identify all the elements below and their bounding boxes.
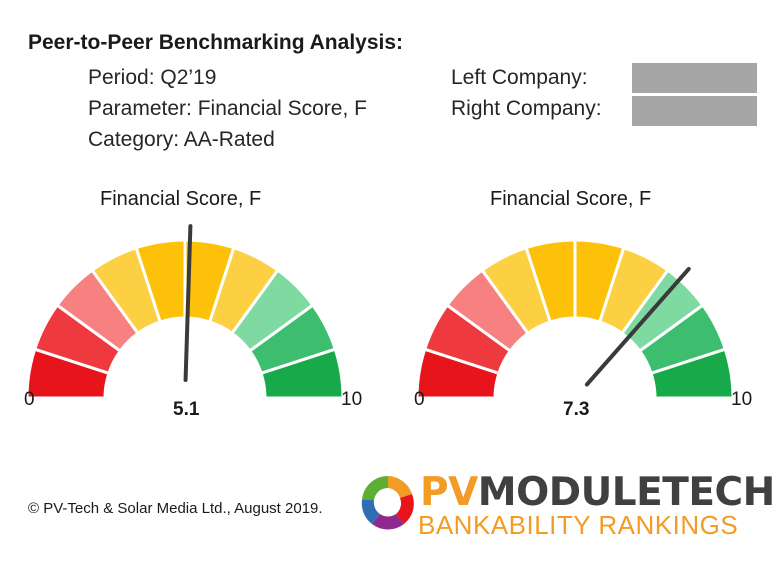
period-label: Period: Q2’19 — [88, 66, 217, 89]
gauge-left-min-label: 0 — [24, 389, 35, 410]
gauge-left — [25, 224, 345, 400]
parameter-label: Parameter: Financial Score, F — [88, 97, 367, 120]
right-company-box — [632, 96, 757, 126]
logo-tagline: BANKABILITY RANKINGS — [418, 510, 739, 540]
left-company-box — [632, 63, 757, 93]
left-company-label: Left Company: — [451, 66, 588, 89]
page-title: Peer-to-Peer Benchmarking Analysis: — [28, 31, 404, 54]
gauge-right-min-label: 0 — [414, 389, 425, 410]
gauge-right-max-label: 10 — [731, 389, 753, 410]
logo-moduletech: MODULETECH — [477, 470, 776, 515]
gauge-right-value-label: 7.3 — [563, 399, 590, 420]
pv-moduletech-logo: PVMODULETECH BANKABILITY RANKINGS — [360, 470, 775, 540]
gauge-left-max-label: 10 — [341, 389, 363, 410]
logo-wordmark: PVMODULETECH — [420, 470, 775, 515]
category-label: Category: AA-Rated — [88, 128, 275, 151]
gauge-right — [415, 238, 735, 400]
gauge-right-title: Financial Score, F — [490, 188, 652, 210]
gauge-needle — [183, 224, 193, 383]
gauge-segment — [649, 347, 735, 400]
gauge-segment — [259, 347, 345, 400]
gauge-left-title: Financial Score, F — [100, 188, 262, 210]
right-company-label: Right Company: — [451, 97, 602, 120]
gauge-needle — [584, 266, 691, 387]
logo-pv: PV — [420, 470, 478, 515]
logo-ring-icon — [361, 475, 414, 530]
copyright-text: © PV-Tech & Solar Media Ltd., August 201… — [28, 500, 323, 517]
gauge-left-value-label: 5.1 — [173, 399, 200, 420]
